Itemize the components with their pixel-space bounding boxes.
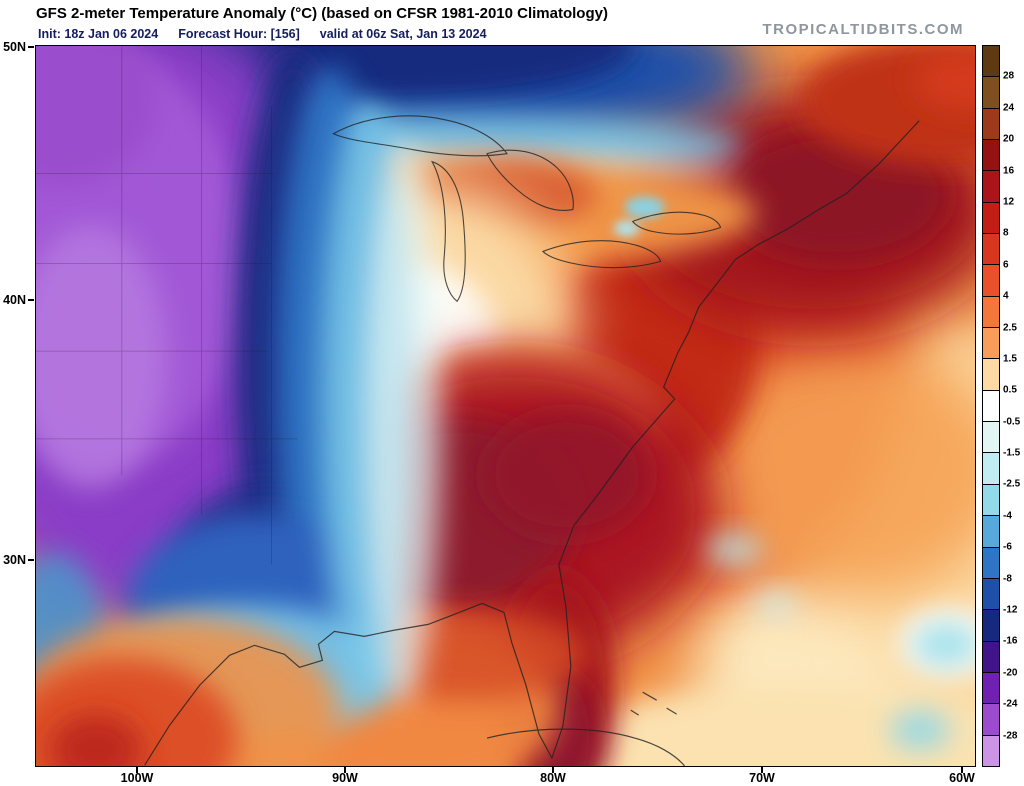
colorbar-tick-label: -28 [1003,730,1018,742]
colorbar-ticks: 28 24 20 16 12 8 6 4 2.5 1.5 0.5 -0.5 -1.5 -2.5 -4 -6 -8… [1003,45,1024,767]
lon-tick-mark [761,767,763,773]
colorbar-segment [983,578,999,611]
colorbar-segment [983,359,999,391]
lat-tick-mark [28,559,34,561]
colorbar-segment [983,202,999,235]
longitude-axis: 100W 90W 80W 70W 60W [35,767,976,785]
colorbar-segment [983,171,999,203]
colorbar-tick-label: -6 [1003,541,1012,553]
colorbar-tick-label: -1.5 [1003,447,1021,459]
colorbar-segment [983,547,999,579]
colorbar-segment [983,390,999,423]
colorbar-tick-label: 4 [1003,290,1009,302]
colorbar-segment [983,422,999,454]
run-info: Init: 18z Jan 06 2024 Forecast Hour: [156… [38,27,507,41]
init-time-label: Init: 18z Jan 06 2024 [38,27,159,41]
colorbar-tick-label: 2.5 [1003,322,1017,334]
colorbar-tick-label: 0.5 [1003,384,1017,396]
valid-time-label: valid at 06z Sat, Jan 13 2024 [319,27,487,41]
lon-tick-mark [961,767,963,773]
colorbar-segment [983,46,999,78]
colorbar-segment [983,108,999,141]
colorbar-segment [983,704,999,736]
colorbar-tick-label: -4 [1003,510,1012,522]
lon-tick-label: 80W [540,771,566,785]
lon-tick-mark [344,767,346,773]
colorbar-tick-label: 1.5 [1003,353,1017,365]
colorbar-swatches [982,45,1000,767]
colorbar-tick-label: -24 [1003,698,1018,710]
colorbar-segment [983,328,999,360]
colorbar-tick-label: -8 [1003,573,1012,585]
lon-tick-label: 60W [949,771,975,785]
lon-tick-mark [552,767,554,773]
colorbar-segment [983,265,999,297]
page-title: GFS 2-meter Temperature Anomaly (°C) (ba… [36,5,608,22]
forecast-hour-label: Forecast Hour: [156] [178,27,300,41]
colorbar-segment [983,484,999,517]
colorbar-tick-label: 16 [1003,165,1015,177]
lon-tick-label: 90W [332,771,358,785]
colorbar-tick-label: -20 [1003,667,1018,679]
colorbar-tick-label: 20 [1003,133,1015,145]
colorbar-segment [983,453,999,485]
lat-tick-label: 50N [3,40,26,54]
colorbar-segment [983,77,999,109]
colorbar-segment [983,516,999,548]
great-lakes-outline [332,115,722,303]
lon-tick-mark [136,767,138,773]
colorbar-tick-label: 28 [1003,70,1015,82]
colorbar-segment [983,296,999,329]
colorbar-tick-label: 24 [1003,102,1015,114]
colorbar-segment [983,140,999,172]
colorbar-segment [983,610,999,642]
colorbar-tick-label: -12 [1003,604,1018,616]
colorbar-tick-label: 8 [1003,227,1009,239]
colorbar-segment [983,735,999,766]
anomaly-map [35,45,976,767]
colorbar-tick-label: 12 [1003,196,1015,208]
colorbar-tick-label: -16 [1003,635,1018,647]
latitude-axis: 50N 40N 30N [0,40,34,767]
colorbar-segment [983,234,999,266]
colorbar-tick-label: -2.5 [1003,478,1021,490]
site-watermark: TROPICALTIDBITS.COM [762,21,964,38]
lon-tick-label: 70W [749,771,775,785]
lat-tick-label: 40N [3,293,26,307]
colorbar-tick-label: -0.5 [1003,416,1021,428]
lat-tick-mark [28,299,34,301]
colorbar-tick-label: 6 [1003,259,1009,271]
colorbar-segment [983,641,999,673]
lat-tick-label: 30N [3,553,26,567]
anomaly-field-svg [36,46,975,766]
state-borders [36,46,298,565]
colorbar-segment [983,672,999,705]
lon-tick-label: 100W [120,771,154,785]
coastline [144,120,920,766]
lat-tick-mark [28,46,34,48]
